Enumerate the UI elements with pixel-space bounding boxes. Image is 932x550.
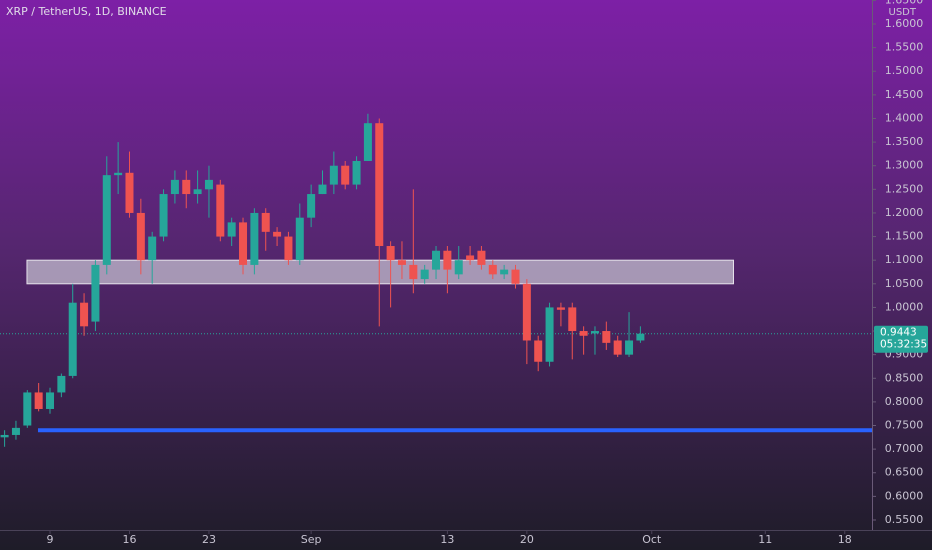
candle-body — [318, 184, 327, 195]
y-tick-label: 0.5500 — [885, 513, 924, 526]
candle-body — [363, 123, 372, 161]
candle-body — [216, 184, 225, 237]
candle-body — [522, 283, 531, 341]
y-tick-label: 1.4500 — [885, 88, 924, 101]
y-tick-label: 0.8000 — [885, 395, 924, 408]
candle-body — [568, 307, 577, 332]
chart-title: XRP / TetherUS, 1D, BINANCE — [6, 5, 167, 18]
candle-body — [307, 194, 316, 218]
candle-body — [102, 175, 111, 265]
candle-body — [636, 333, 645, 341]
candle-body — [375, 123, 384, 247]
y-tick-label: 1.2500 — [885, 182, 924, 195]
candle-body — [409, 264, 418, 280]
candle-body — [466, 255, 475, 261]
x-tick-label: 16 — [122, 533, 136, 546]
candle-body — [239, 222, 248, 265]
y-tick-label: 1.1000 — [885, 253, 924, 266]
x-tick-label: Sep — [301, 533, 322, 546]
candle-body — [125, 172, 134, 213]
candle-body — [534, 340, 543, 362]
candle-body — [80, 302, 89, 327]
candle-body — [432, 250, 441, 270]
candle-body — [397, 260, 406, 265]
candle-body — [625, 340, 634, 355]
candle-body — [114, 172, 123, 176]
candle-body — [284, 236, 293, 261]
candle-body — [386, 246, 395, 261]
y-tick-label: 1.0500 — [885, 277, 924, 290]
candle-body — [500, 269, 509, 275]
candle-body — [443, 250, 452, 270]
candle-body — [204, 179, 213, 190]
candle-body — [11, 427, 20, 435]
last-price-box — [874, 325, 928, 353]
candle-body — [613, 340, 622, 355]
candle-body — [34, 392, 43, 409]
candle-body — [250, 212, 259, 265]
y-tick-label: 0.7500 — [885, 419, 924, 432]
y-tick-label: 1.4000 — [885, 111, 924, 124]
x-tick-label: 23 — [202, 533, 216, 546]
candle-body — [23, 392, 32, 426]
candle-body — [91, 264, 100, 322]
countdown-label: 05:32:35 — [880, 339, 927, 351]
candle-body — [261, 212, 270, 232]
candle-body — [46, 392, 55, 409]
x-tick-label: 11 — [758, 533, 772, 546]
candle-body — [273, 231, 282, 237]
candle-body — [193, 189, 202, 195]
y-tick-label: 0.6000 — [885, 489, 924, 502]
candle-body — [579, 331, 588, 336]
x-tick-label: Oct — [642, 533, 662, 546]
candle-body — [170, 179, 179, 195]
candle-body — [341, 165, 350, 185]
y-tick-label: 1.3000 — [885, 159, 924, 172]
y-tick-label: 0.7000 — [885, 442, 924, 455]
candle-body — [352, 160, 361, 185]
y-tick-label: 1.0000 — [885, 300, 924, 313]
candle-body — [0, 434, 9, 438]
y-tick-label: 1.6000 — [885, 17, 924, 30]
candle-body — [329, 165, 338, 185]
candle-body — [477, 250, 486, 265]
x-tick-label: 13 — [440, 533, 454, 546]
candle-body — [68, 302, 77, 376]
y-tick-label: 0.8500 — [885, 371, 924, 384]
last-price-label: 0.9443 — [880, 327, 917, 339]
y-tick-label: 0.6500 — [885, 466, 924, 479]
candle-body — [488, 264, 497, 275]
candle-body — [182, 179, 191, 195]
candle-body — [545, 307, 554, 362]
x-tick-label: 9 — [47, 533, 54, 546]
candle-body — [556, 307, 565, 310]
candle-body — [227, 222, 236, 237]
candle-body — [295, 217, 304, 261]
candle-body — [159, 194, 168, 237]
candle-body — [420, 269, 429, 280]
y-tick-label: 1.1500 — [885, 230, 924, 243]
candle-body — [57, 375, 66, 393]
candle-body — [602, 331, 611, 343]
candle-body — [148, 236, 157, 261]
candle-body — [454, 260, 463, 275]
y-tick-label: 1.5500 — [885, 41, 924, 54]
y-tick-label: 1.5000 — [885, 64, 924, 77]
y-tick-label: 1.3500 — [885, 135, 924, 148]
x-tick-label: 20 — [520, 533, 534, 546]
candle-body — [511, 269, 520, 284]
candle-body — [136, 212, 145, 261]
y-tick-label: 1.6500 — [885, 0, 924, 6]
candle-body — [590, 331, 599, 334]
price-zone — [26, 259, 734, 285]
x-tick-label: 18 — [838, 533, 852, 546]
y-tick-label: 1.2000 — [885, 206, 924, 219]
currency-label: USDT — [889, 7, 917, 18]
